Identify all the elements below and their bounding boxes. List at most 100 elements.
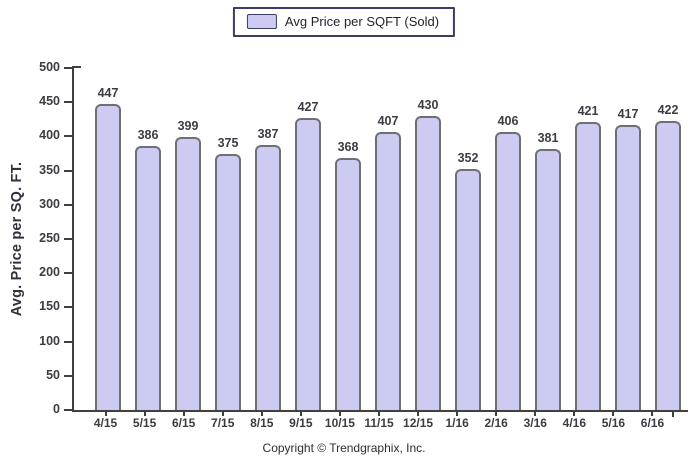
bar-value-label: 399 — [177, 119, 199, 134]
x-tick-mark — [417, 412, 420, 416]
y-tick-mark — [64, 169, 72, 172]
bar-value-label: 352 — [457, 151, 479, 166]
y-tick-mark — [64, 306, 72, 309]
x-tick-mark — [104, 412, 107, 416]
bar-slot: 427 — [289, 68, 328, 410]
copyright: Copyright © Trendgraphix, Inc. — [262, 441, 426, 455]
y-tick-mark — [64, 101, 72, 104]
x-tick-label: 6/15 — [171, 416, 196, 430]
x-tick-label: 2/16 — [484, 416, 508, 430]
x-tick-label: 10/15 — [324, 416, 355, 430]
y-tick-label: 100 — [39, 333, 60, 348]
y-tick-mark — [64, 203, 72, 206]
x-tick-label: 1/16 — [445, 416, 469, 430]
bar — [295, 117, 321, 410]
x-tick-mark — [260, 412, 263, 416]
x-tick-mark — [612, 412, 615, 416]
x-tick-mark — [495, 412, 498, 416]
bar-value-label: 386 — [137, 127, 159, 142]
y-tick-mark — [64, 135, 72, 138]
x-tick-mark — [651, 412, 654, 416]
x-tick-mark — [534, 412, 537, 416]
x-tick-mark — [143, 412, 146, 416]
bar-value-label: 387 — [257, 127, 279, 142]
x-tick-label: 12/15 — [403, 416, 434, 430]
bar-slot: 422 — [649, 68, 688, 410]
bar-slot: 375 — [209, 68, 248, 410]
bar-value-label: 381 — [537, 131, 559, 146]
y-tick-label: 500 — [39, 60, 60, 74]
bar-slot: 430 — [409, 68, 448, 410]
y-axis-end-cap — [72, 66, 81, 68]
bar-value-label: 430 — [417, 97, 439, 112]
plot-area: 447 386 399 375 387 427 368 407 430 352 406 381 421 4… — [72, 68, 688, 412]
y-tick-mark — [64, 238, 72, 240]
legend: Avg Price per SQFT (Sold) — [232, 7, 456, 37]
bar-slot: 399 — [169, 68, 208, 410]
bar — [175, 137, 201, 410]
x-tick-mark — [338, 412, 341, 416]
bar-value-label: 427 — [297, 99, 319, 114]
bar-slot: 352 — [449, 68, 488, 410]
bar-value-label: 407 — [377, 113, 399, 128]
x-tick-label: 4/15 — [93, 416, 118, 430]
y-tick-label: 200 — [39, 265, 60, 280]
bar-value-label: 368 — [337, 140, 359, 155]
y-tick-mark — [64, 409, 72, 411]
x-tick-mark — [378, 412, 380, 416]
x-tick-label: 6/16 — [640, 416, 665, 430]
bar — [655, 121, 681, 410]
bar-slot: 421 — [569, 68, 608, 410]
x-tick-mark — [456, 412, 459, 416]
x-tick-label: 8/15 — [250, 416, 274, 430]
bar-value-label: 375 — [217, 135, 239, 150]
bar-slot: 447 — [89, 68, 128, 410]
x-tick-label: 5/16 — [601, 416, 626, 430]
x-tick-label: 9/15 — [289, 416, 313, 430]
y-tick-label: 250 — [39, 231, 60, 245]
y-tick-label: 450 — [39, 94, 60, 109]
x-tick-label: 3/16 — [523, 416, 547, 430]
legend-swatch-icon — [246, 14, 277, 29]
y-tick-label: 300 — [39, 196, 60, 211]
bar — [95, 104, 121, 410]
x-tick-label: 4/16 — [562, 416, 586, 430]
bar-slot: 387 — [249, 68, 288, 410]
bar — [135, 145, 161, 410]
y-tick-mark — [64, 272, 72, 275]
y-tick-mark — [64, 67, 72, 69]
y-tick-label: 350 — [39, 162, 60, 177]
x-axis-end-cap — [672, 412, 674, 417]
x-tick-mark — [221, 412, 224, 416]
bar — [455, 169, 481, 410]
bar — [575, 122, 601, 410]
bar-slot: 381 — [529, 68, 568, 410]
x-tick-mark — [573, 412, 576, 416]
bar — [535, 149, 561, 410]
x-tick-label: 5/15 — [132, 416, 157, 430]
bar — [215, 153, 241, 410]
bar — [335, 158, 361, 410]
x-tick-mark — [299, 412, 302, 416]
y-tick-mark — [64, 374, 72, 377]
y-tick-label: 0 — [53, 402, 60, 416]
bar-slot: 386 — [129, 68, 168, 410]
bar — [615, 124, 641, 410]
bar-slot: 406 — [489, 68, 528, 410]
x-tick-label: 11/15 — [364, 416, 394, 430]
bar-slot: 368 — [329, 68, 368, 410]
x-tick-mark — [182, 412, 185, 416]
legend-label: Avg Price per SQFT (Sold) — [284, 14, 440, 29]
bar-value-label: 406 — [497, 114, 519, 129]
bar-slot: 407 — [369, 68, 408, 410]
y-tick-label: 400 — [39, 128, 60, 143]
bar — [255, 145, 281, 410]
bar — [415, 115, 441, 410]
bar-value-label: 422 — [657, 103, 679, 118]
y-tick-mark — [64, 340, 72, 343]
bar — [375, 131, 401, 410]
bar-value-label: 421 — [577, 104, 599, 119]
x-tick-label: 7/15 — [211, 416, 235, 430]
y-tick-label: 150 — [39, 299, 60, 314]
